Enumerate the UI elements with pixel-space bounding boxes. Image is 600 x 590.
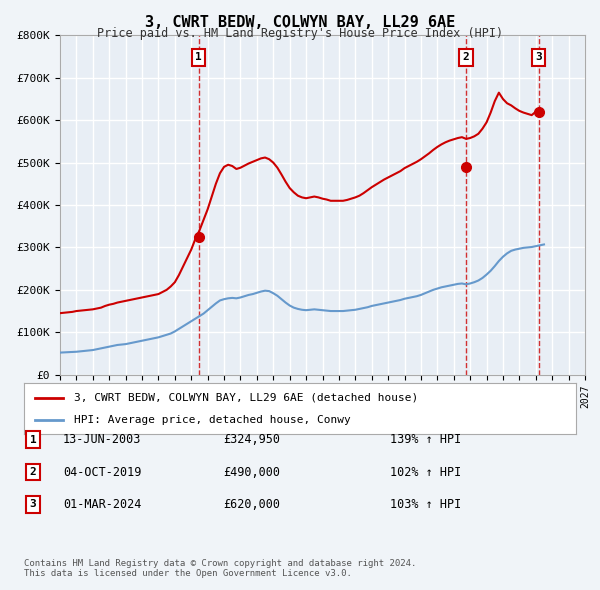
Text: HPI: Average price, detached house, Conwy: HPI: Average price, detached house, Conw… [74,415,350,425]
Text: 1: 1 [29,435,37,444]
Text: 13-JUN-2003: 13-JUN-2003 [63,433,141,446]
Text: 139% ↑ HPI: 139% ↑ HPI [390,433,461,446]
Text: 1: 1 [195,53,202,63]
Text: 3, CWRT BEDW, COLWYN BAY, LL29 6AE (detached house): 3, CWRT BEDW, COLWYN BAY, LL29 6AE (deta… [74,392,418,402]
Text: 2: 2 [463,53,469,63]
Text: 102% ↑ HPI: 102% ↑ HPI [390,466,461,478]
Text: 04-OCT-2019: 04-OCT-2019 [63,466,141,478]
Text: 3: 3 [29,500,37,509]
Text: Price paid vs. HM Land Registry's House Price Index (HPI): Price paid vs. HM Land Registry's House … [97,27,503,40]
Text: 2: 2 [29,467,37,477]
Text: £324,950: £324,950 [223,433,281,446]
Text: 3, CWRT BEDW, COLWYN BAY, LL29 6AE: 3, CWRT BEDW, COLWYN BAY, LL29 6AE [145,15,455,30]
Text: 01-MAR-2024: 01-MAR-2024 [63,498,141,511]
Text: Contains HM Land Registry data © Crown copyright and database right 2024.
This d: Contains HM Land Registry data © Crown c… [24,559,416,578]
Text: £620,000: £620,000 [223,498,281,511]
Text: 103% ↑ HPI: 103% ↑ HPI [390,498,461,511]
Text: £490,000: £490,000 [223,466,281,478]
Text: 3: 3 [535,53,542,63]
